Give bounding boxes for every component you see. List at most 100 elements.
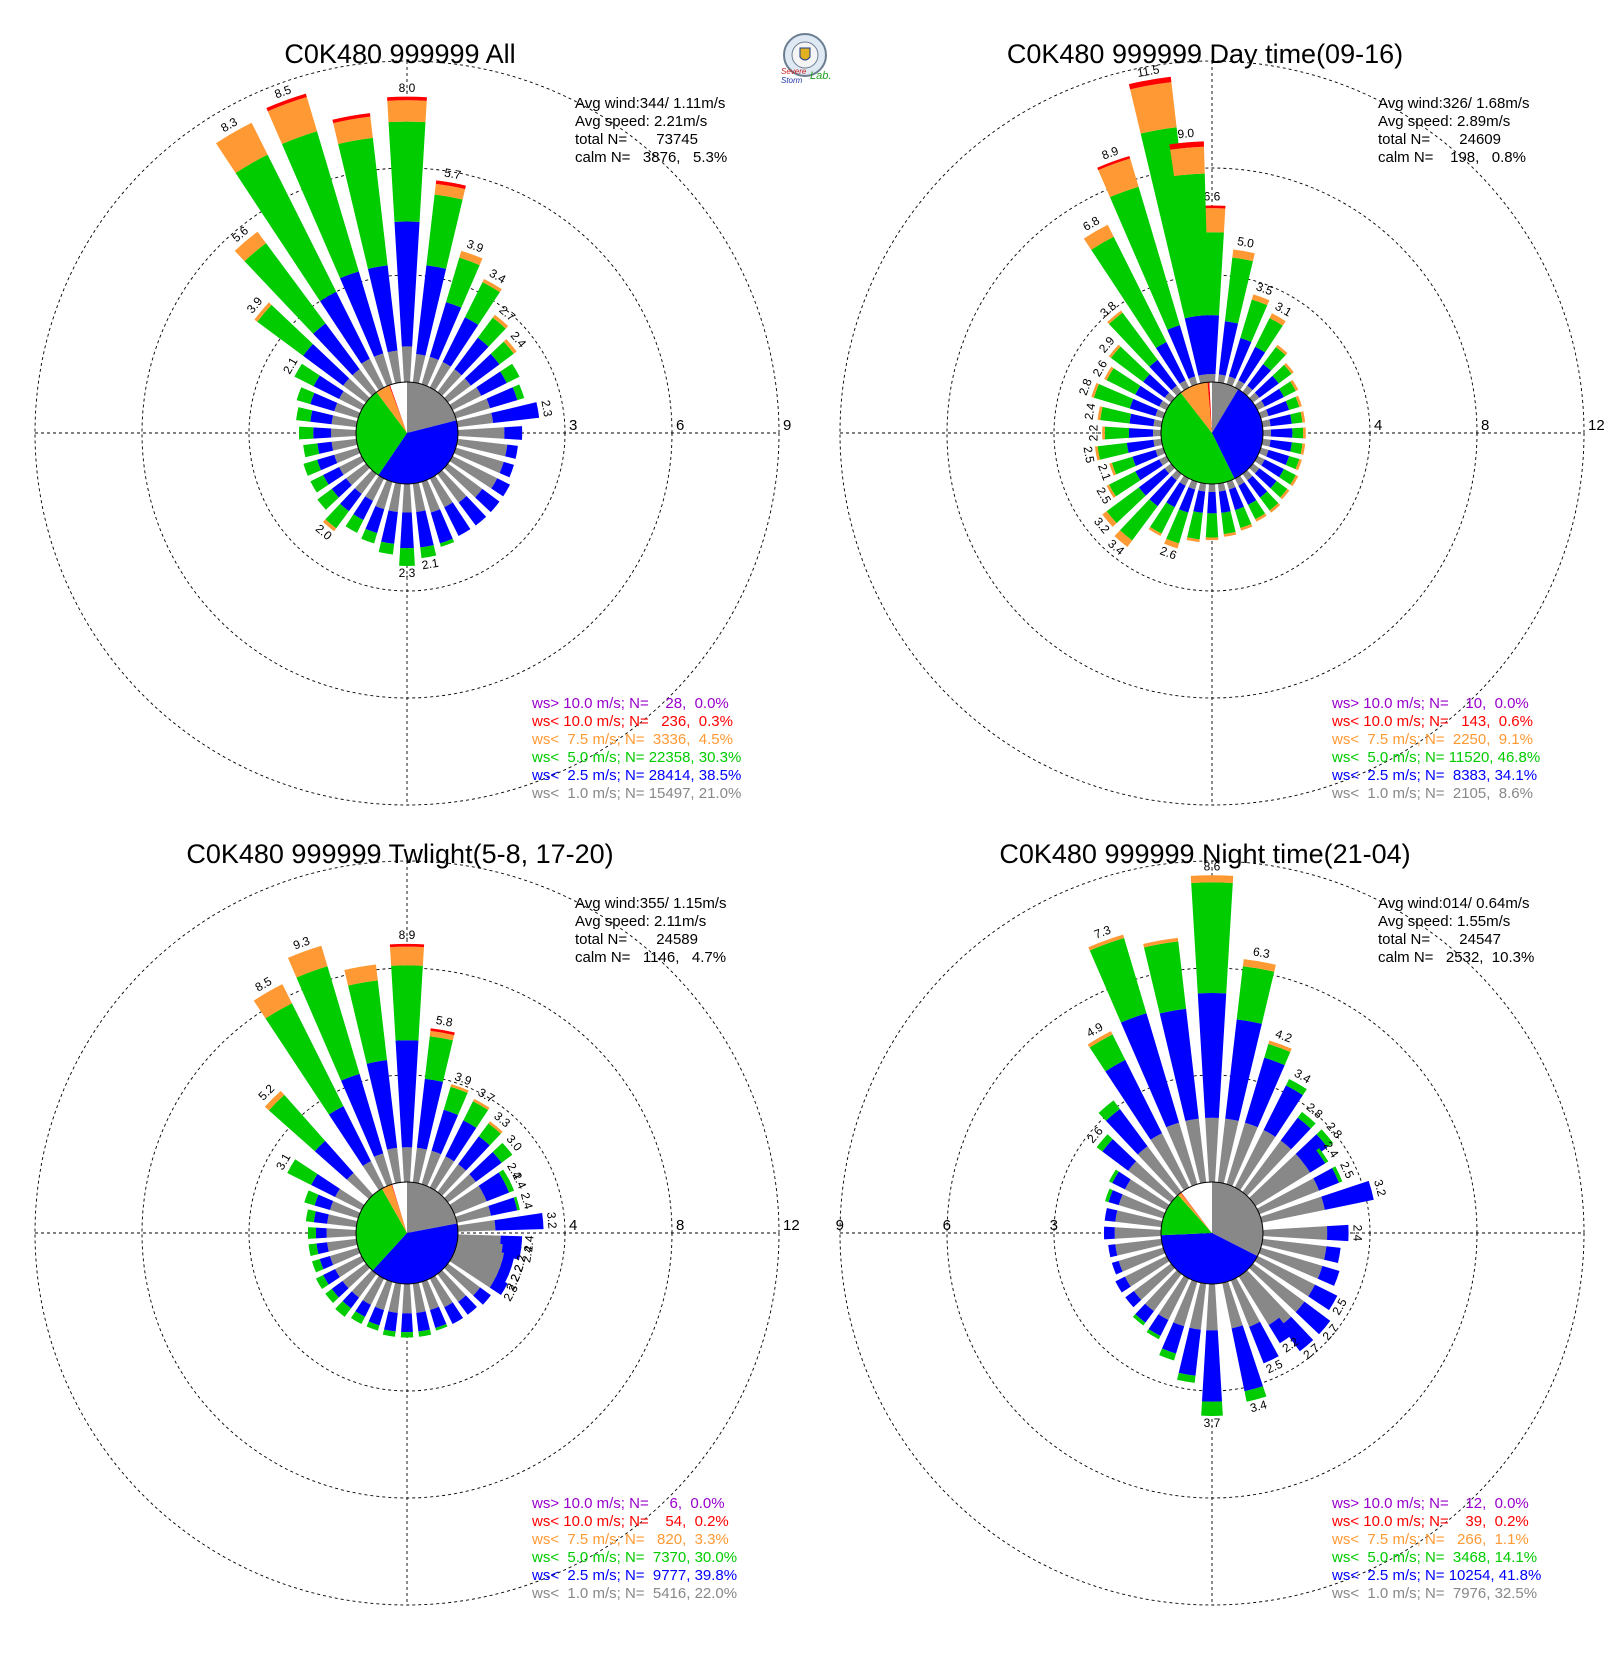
- bar-segment: [1114, 530, 1133, 547]
- bar-value-label: 2.5: [1337, 1160, 1357, 1181]
- bar-segment: [472, 1098, 490, 1111]
- stat-line: Avg speed: 1.55m/s: [1378, 913, 1510, 930]
- bar-segment: [1132, 449, 1158, 467]
- bar-segment: [1109, 462, 1117, 476]
- pie-slice: [389, 384, 407, 433]
- bar-segment: [1251, 1161, 1311, 1207]
- bar-segment: [1234, 380, 1245, 391]
- legend-entry: ws< 1.0 m/s; N= 7976, 32.5%: [1331, 1585, 1537, 1602]
- bar-segment: [342, 1263, 370, 1289]
- bar-segment: [1332, 1166, 1343, 1183]
- bar-segment: [418, 1329, 432, 1337]
- bar-segment: [1107, 310, 1123, 325]
- bar-segment: [1091, 236, 1167, 348]
- wind-rose-panel: 3 6 98.05.73.93.42.72.42.32.12.32.02.13.95…: [34, 39, 791, 806]
- bar-segment: [1221, 511, 1236, 535]
- bar-segment: [401, 346, 413, 383]
- bar-segment: [315, 1274, 329, 1290]
- bar-segment: [342, 1291, 360, 1309]
- bar-segment: [1108, 471, 1141, 497]
- ring-label: 8: [676, 1217, 684, 1234]
- legend-entry: ws< 5.0 m/s; N= 3468, 14.1%: [1331, 1549, 1537, 1566]
- wind-rose-panel: 4 8 128.95.83.93.73.33.02.42.42.43.22.42.4…: [34, 839, 800, 1606]
- bar-segment: [412, 1147, 427, 1184]
- bar-segment: [1225, 1019, 1262, 1121]
- bar-segment: [1109, 186, 1180, 330]
- bar-segment: [1217, 482, 1226, 492]
- bar-segment: [1285, 1078, 1307, 1096]
- bar-segment: [310, 392, 338, 412]
- bar-segment: [257, 304, 313, 356]
- bar-value-label: 2.2: [1086, 424, 1100, 441]
- bar-segment: [1280, 1316, 1314, 1352]
- bar-segment: [382, 1329, 396, 1337]
- bar-segment: [1173, 1279, 1198, 1327]
- bar-segment: [1266, 401, 1290, 417]
- bar-segment: [449, 1255, 496, 1288]
- bar-segment: [459, 250, 483, 266]
- bar-segment: [1230, 1277, 1261, 1327]
- bar-segment: [327, 1238, 358, 1252]
- bar-value-label: 9.3: [291, 933, 312, 952]
- bar-segment: [1268, 1040, 1292, 1052]
- bar-segment: [244, 243, 326, 334]
- bar-segment: [362, 1161, 385, 1191]
- bar-value-label: 3.7: [1204, 1416, 1221, 1430]
- bar-segment: [1102, 511, 1117, 527]
- bar-value-label: 2.8: [1076, 376, 1095, 397]
- bar-segment: [1106, 484, 1116, 498]
- bar-segment: [296, 966, 360, 1081]
- bar-segment: [1262, 1226, 1328, 1240]
- bar-segment: [1254, 1255, 1316, 1297]
- bar-segment: [444, 378, 471, 403]
- bar-segment: [1270, 428, 1293, 438]
- bar-segment: [458, 1136, 490, 1171]
- bar-segment: [1098, 158, 1139, 198]
- bar-value-label: 2.4: [510, 1170, 530, 1191]
- bar-value-label: 2.2: [508, 1262, 527, 1283]
- bar-segment: [1254, 375, 1279, 398]
- bar-segment: [388, 482, 402, 513]
- bar-value-label: 3.5: [1254, 279, 1275, 298]
- bar-segment: [266, 93, 307, 112]
- bar-value-label: 2.4: [518, 1191, 536, 1211]
- bar-segment: [373, 1153, 393, 1187]
- bar-segment: [1295, 1134, 1328, 1165]
- bar-segment: [365, 505, 385, 534]
- bar-segment: [477, 317, 506, 347]
- stat-line: Avg speed: 2.89m/s: [1378, 113, 1510, 130]
- bar-segment: [317, 488, 339, 510]
- legend-entry: ws< 7.5 m/s; N= 2250, 9.1%: [1331, 731, 1533, 748]
- bar-segment: [1150, 502, 1175, 534]
- chart-title: C0K480 999999 Day time(09-16): [1007, 39, 1403, 69]
- pie-slice: [1180, 1192, 1212, 1233]
- bar-segment: [381, 510, 398, 544]
- bar-segment: [355, 1300, 371, 1317]
- bar-segment: [1324, 1246, 1341, 1264]
- bar-segment: [215, 122, 268, 174]
- bar-segment: [1149, 359, 1177, 391]
- bar-segment: [437, 1270, 466, 1302]
- bar-segment: [1108, 1190, 1123, 1206]
- legend-entry: ws< 2.5 m/s; N= 28414, 38.5%: [531, 767, 741, 784]
- legend-entry: ws< 2.5 m/s; N= 10254, 41.8%: [1331, 1567, 1541, 1584]
- bar-value-label: 7.3: [1092, 923, 1113, 942]
- bar-segment: [1205, 537, 1219, 541]
- bar-value-label: 2.4: [521, 1234, 536, 1252]
- bar-segment: [464, 353, 500, 386]
- bar-value-label: 2.6: [1158, 544, 1179, 563]
- bar-segment: [1155, 447, 1166, 457]
- bar-segment: [1083, 224, 1114, 250]
- bar-segment: [1248, 500, 1266, 520]
- bar-segment: [1268, 1317, 1293, 1344]
- bar-segment: [435, 1323, 448, 1331]
- bar-segment: [375, 1279, 393, 1311]
- bar-segment: [339, 455, 365, 475]
- legend-entry: ws< 5.0 m/s; N= 11520, 46.8%: [1331, 749, 1540, 766]
- bar-segment: [352, 369, 377, 396]
- bar-segment: [1094, 446, 1100, 461]
- bar-value-label: 3.4: [1249, 1397, 1269, 1415]
- bar-segment: [326, 1228, 357, 1238]
- bar-segment: [450, 1084, 469, 1093]
- bar-segment: [310, 474, 329, 493]
